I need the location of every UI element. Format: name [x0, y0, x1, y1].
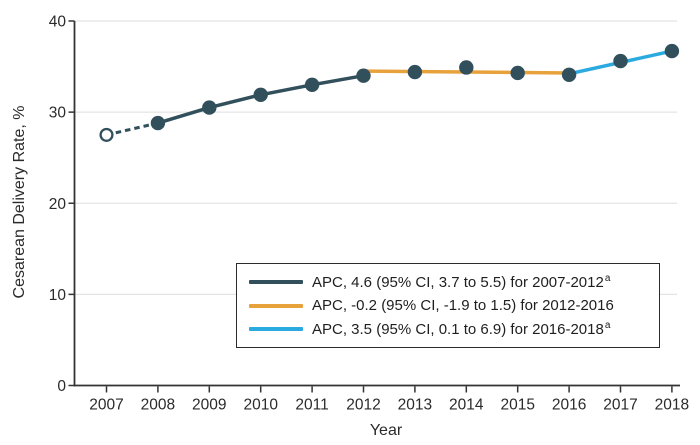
- data-point-2013: [407, 64, 423, 80]
- y-tick-label-30: 30: [49, 105, 67, 122]
- legend-label-superscript-2: a: [604, 319, 611, 331]
- data-point-2009: [202, 100, 217, 115]
- legend-label-superscript-0: a: [604, 272, 611, 284]
- x-tick-label-2017: 2017: [603, 397, 637, 414]
- x-tick-label-2009: 2009: [192, 397, 226, 414]
- data-point-open-2007: [99, 127, 114, 142]
- data-point-2012: [356, 68, 371, 83]
- data-point-2018: [664, 43, 680, 59]
- data-point-2014: [459, 60, 474, 75]
- y-axis-title: Cesarean Delivery Rate, %: [11, 105, 28, 299]
- legend-entry-2: APC, 3.5 (95% CI, 0.1 to 6.9) for 2016-2…: [249, 319, 653, 338]
- x-tick-label-2010: 2010: [243, 397, 278, 414]
- x-axis-title: Year: [369, 422, 403, 439]
- legend-swatch-0: [249, 280, 303, 284]
- x-tick-label-2013: 2013: [398, 397, 432, 414]
- x-tick-label-2014: 2014: [449, 397, 484, 414]
- y-tick-label-20: 20: [49, 196, 67, 213]
- x-tick-label-2007: 2007: [89, 397, 123, 414]
- legend-label-2: APC, 3.5 (95% CI, 0.1 to 6.9) for 2016-2…: [312, 319, 611, 338]
- data-point-2015: [510, 65, 525, 81]
- y-tick-label-40: 40: [49, 14, 67, 31]
- data-point-2008: [150, 115, 166, 131]
- data-point-2016: [561, 67, 577, 82]
- data-point-2011: [304, 77, 320, 92]
- x-tick-label-2018: 2018: [655, 397, 689, 414]
- data-point-2017: [613, 53, 628, 69]
- legend: APC, 4.6 (95% CI, 3.7 to 5.5) for 2007-2…: [236, 263, 660, 348]
- x-tick-label-2011: 2011: [295, 397, 328, 414]
- legend-entry-1: APC, -0.2 (95% CI, -1.9 to 1.5) for 2012…: [249, 298, 653, 313]
- x-tick-label-2016: 2016: [552, 397, 586, 414]
- legend-entry-0: APC, 4.6 (95% CI, 3.7 to 5.5) for 2007-2…: [249, 272, 653, 291]
- y-tick-label-10: 10: [49, 287, 67, 304]
- legend-swatch-1: [249, 303, 303, 308]
- x-tick-label-2008: 2008: [141, 397, 175, 414]
- data-point-2010: [253, 87, 268, 103]
- legend-label-1: APC, -0.2 (95% CI, -1.9 to 1.5) for 2012…: [312, 297, 614, 314]
- x-tick-label-2015: 2015: [500, 397, 534, 414]
- y-tick-label-0: 0: [57, 378, 66, 395]
- trend-line-dashed-lead-in-2007-2008: [106, 121, 159, 137]
- x-tick-label-2012: 2012: [346, 397, 380, 414]
- legend-label-0: APC, 4.6 (95% CI, 3.7 to 5.5) for 2007-2…: [312, 272, 611, 291]
- legend-swatch-2: [249, 327, 303, 331]
